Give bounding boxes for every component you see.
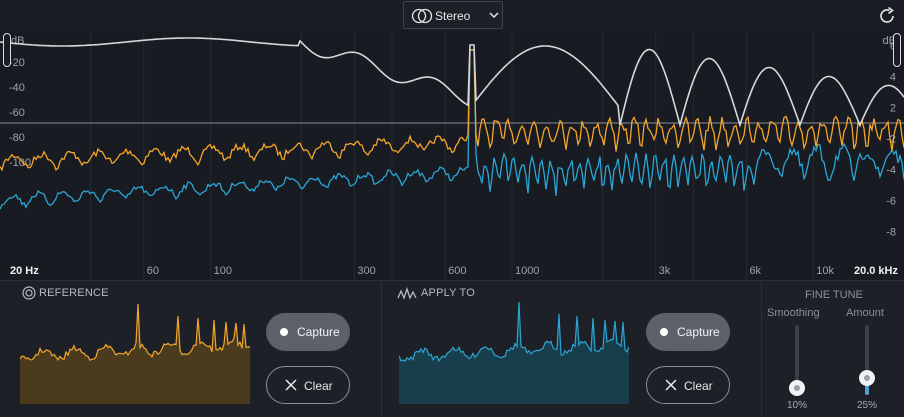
fine-tune-title: FINE TUNE	[805, 289, 863, 301]
db-tick-label: -8	[886, 227, 896, 239]
amount-label: Amount	[846, 307, 884, 319]
reference-clear-label: Clear	[304, 379, 333, 393]
amount-slider-fill	[865, 377, 869, 395]
smoothing-label: Smoothing	[767, 307, 820, 319]
left-range-handle[interactable]	[3, 33, 11, 67]
eq-curve-trace	[0, 37, 904, 129]
apply-to-clear-label: Clear	[684, 379, 713, 393]
top-bar: Stereo	[0, 0, 904, 30]
reference-spectrum-preview	[20, 303, 250, 404]
close-icon	[665, 379, 677, 391]
apply-to-title: APPLY TO	[421, 287, 475, 299]
freq-tick-label: 6k	[749, 265, 761, 277]
apply-to-clear-button[interactable]: Clear	[646, 366, 730, 404]
freq-tick-label: 600	[448, 265, 466, 277]
freq-tick-label: 10k	[816, 265, 834, 277]
reference-capture-label: Capture	[297, 325, 340, 339]
db-tick-label: -40	[9, 82, 25, 94]
record-icon	[280, 328, 288, 336]
db-tick-label: -4	[886, 165, 896, 177]
reference-title: REFERENCE	[39, 287, 109, 299]
amount-value: 25%	[857, 400, 878, 411]
freq-tick-label: 300	[357, 265, 375, 277]
panel-divider	[761, 280, 762, 416]
smoothing-slider-thumb[interactable]	[789, 380, 805, 396]
apply-to-capture-label: Capture	[677, 325, 720, 339]
db-unit-label: dB	[883, 35, 896, 47]
reference-capture-button[interactable]: Capture	[266, 313, 350, 351]
right-range-handle[interactable]	[893, 33, 901, 67]
amount-slider-thumb[interactable]	[859, 369, 875, 386]
waveform-icon	[397, 287, 417, 300]
close-icon	[285, 379, 297, 391]
apply-to-spectrum-trace	[0, 49, 904, 210]
smoothing-slider[interactable]	[789, 325, 805, 396]
reset-icon[interactable]	[876, 5, 898, 27]
db-scale-right: dB2-24-46-68-8	[883, 35, 896, 239]
db-tick-label: -6	[886, 196, 896, 208]
amount-slider[interactable]	[859, 325, 875, 395]
freq-tick-label: 1000	[515, 265, 539, 277]
freq-tick-label: 3k	[659, 265, 671, 277]
db-tick-label: -80	[9, 132, 25, 144]
frequency-scale: 20 Hz 60 100 300 600 1000 3k 6k 10k 20.0 kHz	[10, 265, 898, 277]
freq-tick-label: 60	[147, 265, 159, 277]
chevron-down-icon	[489, 12, 499, 19]
db-tick-label: -2	[886, 134, 896, 146]
db-tick-label: 6	[890, 41, 896, 53]
smoothing-value: 10%	[787, 400, 808, 411]
db-tick-label: -100	[9, 157, 31, 169]
reference-spectrum-trace	[0, 49, 904, 172]
freq-end-label: 20.0 kHz	[854, 265, 899, 277]
db-tick-label: -20	[9, 57, 25, 69]
apply-to-spectrum-preview	[399, 301, 629, 404]
panel-divider	[381, 280, 382, 416]
apply-to-capture-button[interactable]: Capture	[646, 313, 730, 351]
stereo-rings-icon	[411, 8, 433, 24]
record-icon	[660, 328, 668, 336]
spectrum-display[interactable]: dB-20-40-60-80-100 dB2-24-46-68-8 20 Hz6…	[0, 30, 904, 280]
db-tick-label: 2	[890, 103, 896, 115]
grid-lines	[90, 30, 814, 280]
target-icon	[22, 286, 36, 300]
reference-clear-button[interactable]: Clear	[266, 366, 350, 404]
channel-mode-label: Stereo	[435, 9, 471, 23]
db-unit-label: dB	[11, 35, 24, 47]
freq-tick-label: 100	[214, 265, 232, 277]
channel-mode-dropdown[interactable]: Stereo	[403, 1, 503, 29]
db-tick-label: -60	[9, 107, 25, 119]
db-tick-label: 4	[890, 72, 896, 84]
freq-start-label: 20 Hz	[10, 265, 39, 277]
